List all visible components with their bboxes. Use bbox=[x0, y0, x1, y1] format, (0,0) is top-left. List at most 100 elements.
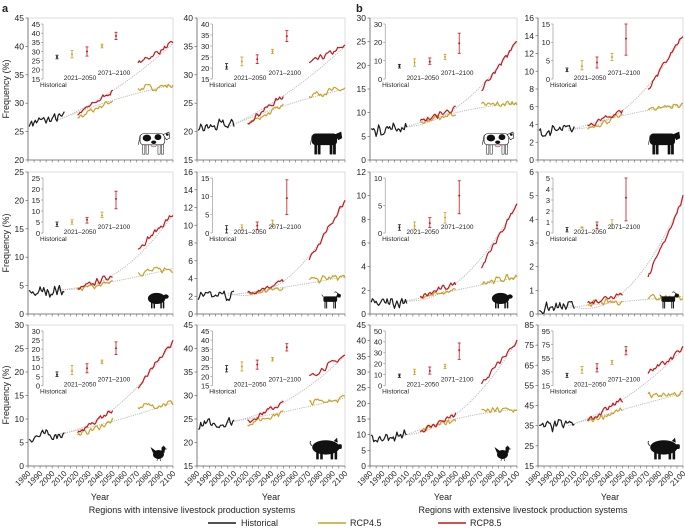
inset-point-rcp85_near bbox=[596, 224, 598, 227]
inset-y-tick-label: 55 bbox=[542, 354, 550, 363]
inset-y-tick-label: 10 bbox=[542, 38, 550, 47]
y-tick-label: 40 bbox=[184, 13, 194, 23]
y-tick-label: 20 bbox=[357, 60, 367, 70]
rcp85-line-2071-2100 bbox=[647, 36, 684, 90]
rcp85-line-2021-2050 bbox=[247, 279, 284, 295]
y-tick-label: 30 bbox=[15, 98, 25, 108]
chicken-icon bbox=[494, 445, 512, 462]
inset-point-rcp85_far bbox=[625, 349, 627, 352]
inset-point-historical bbox=[398, 374, 401, 377]
inset-label-historical: Historical bbox=[40, 389, 67, 396]
y-tick-label: 85 bbox=[525, 320, 535, 330]
inset-label-historical: Historical bbox=[382, 236, 409, 243]
panel-a-goat: 0 2 4 6 8 10 12 14 16 0 5 10 15 Historical2021–205020… bbox=[184, 167, 346, 319]
y-tick-label: 35 bbox=[525, 421, 535, 431]
inset-y-tick-label: 40 bbox=[374, 338, 382, 347]
inset-point-rcp45_far bbox=[101, 360, 103, 363]
panel-a-chicken: 0510152025301980199020002010202020302040… bbox=[13, 320, 177, 488]
y-tick-label: 0 bbox=[361, 461, 366, 471]
inset-point-historical bbox=[56, 56, 58, 58]
inset-y-tick-label: 35 bbox=[542, 368, 550, 377]
y-tick-label: 5 bbox=[361, 445, 366, 455]
inset-point-rcp85_far bbox=[285, 35, 288, 38]
inset-y-tick-label: 10 bbox=[32, 207, 40, 216]
y-tick-label: 16 bbox=[184, 167, 194, 177]
y-tick-label: 8 bbox=[188, 238, 193, 248]
trend-line-rcp85 bbox=[58, 214, 174, 291]
panel-b-pig: 1525354555657585198019902000201020202030… bbox=[523, 320, 685, 488]
inset-y-tick-label: 25 bbox=[32, 174, 40, 183]
plot-frame bbox=[537, 171, 684, 315]
chicken-icon bbox=[150, 445, 168, 462]
y-tick-label: 15 bbox=[184, 155, 194, 165]
rcp45-line-2071-2100 bbox=[308, 274, 346, 284]
rcp45-line-2071-2100 bbox=[137, 83, 174, 92]
inset-point-rcp85_far bbox=[458, 349, 461, 352]
y-tick-label: 5 bbox=[529, 191, 534, 201]
y-tick-label: 6 bbox=[361, 238, 366, 248]
y-tick-label: 65 bbox=[525, 360, 535, 370]
inset-point-rcp45_near bbox=[71, 221, 73, 223]
rcp45-line-2021-2050 bbox=[77, 279, 114, 291]
y-tick-label: 12 bbox=[357, 167, 367, 177]
inset-label-2071-2100: 2071–2100 bbox=[608, 224, 641, 231]
inset-label-2071-2100: 2071–2100 bbox=[608, 377, 641, 384]
y-tick-label: 30 bbox=[15, 320, 25, 330]
y-tick-label: 75 bbox=[525, 340, 535, 350]
inset-label-historical: Historical bbox=[40, 82, 67, 89]
rcp45-line-2071-2100 bbox=[481, 100, 518, 107]
y-tick-label: 0 bbox=[19, 461, 24, 471]
y-tick-label: 14 bbox=[184, 185, 194, 195]
inset-y-tick-label: 1 bbox=[546, 218, 550, 227]
inset-y-tick-label: 45 bbox=[32, 20, 40, 29]
historical-line bbox=[197, 290, 235, 302]
inset-label-2021-2050: 2021–2050 bbox=[64, 75, 97, 82]
inset-y-tick-label: 25 bbox=[32, 56, 40, 65]
inset-point-historical bbox=[566, 68, 568, 71]
inset-y-tick-label: 0 bbox=[378, 75, 382, 84]
goat-icon bbox=[659, 291, 679, 309]
y-tick-label: 2 bbox=[188, 291, 193, 301]
inset-y-tick-label: 15 bbox=[542, 20, 550, 29]
inset-point-rcp45_near bbox=[71, 53, 73, 56]
inset-y-tick-label: 0 bbox=[36, 229, 40, 238]
inset-label-historical: Historical bbox=[209, 389, 236, 396]
y-tick-label: 10 bbox=[184, 220, 194, 230]
panel-b-dairy-cattle: 0 5 10 15 20 25 30 0 10 20 30 Historical2021–205020… bbox=[357, 13, 518, 165]
inset-label-2021-2050: 2021–2050 bbox=[406, 382, 439, 389]
inset-point-rcp45_near bbox=[240, 60, 243, 63]
inset-y-tick-label: 10 bbox=[32, 363, 40, 372]
rcp45-line-2071-2100 bbox=[308, 86, 346, 99]
dairy-cattle-icon bbox=[138, 131, 171, 155]
rcp85-line-2071-2100 bbox=[647, 345, 684, 374]
rcp85-line-2071-2100 bbox=[137, 41, 174, 64]
inset-y-tick-label: 0 bbox=[378, 381, 382, 390]
y-tick-label: 6 bbox=[529, 167, 534, 177]
trend-line-rcp45 bbox=[227, 88, 346, 128]
rcp85-line-2071-2100 bbox=[137, 340, 174, 389]
pig-icon bbox=[647, 437, 680, 460]
y-tick-label: 10 bbox=[357, 430, 367, 440]
inset-label-2021-2050: 2021–2050 bbox=[234, 382, 267, 389]
inset-label-historical: Historical bbox=[550, 236, 577, 243]
inset-y-tick-label: 5 bbox=[36, 372, 40, 381]
inset-y-tick-label: 40 bbox=[32, 29, 40, 38]
y-tick-label: 0 bbox=[361, 155, 366, 165]
sheep-icon bbox=[147, 292, 169, 309]
inset-point-rcp85_near bbox=[86, 50, 88, 53]
inset-point-historical bbox=[398, 65, 401, 68]
inset-label-2021-2050: 2021–2050 bbox=[64, 229, 97, 236]
inset-point-historical bbox=[225, 368, 228, 371]
y-tick-label: 35 bbox=[184, 367, 194, 377]
inset-y-tick-label: 20 bbox=[374, 360, 382, 369]
y-tick-label: 15 bbox=[15, 224, 25, 234]
inset-y-tick-label: 75 bbox=[542, 340, 550, 349]
rcp45-line-2021-2050 bbox=[77, 100, 114, 119]
inset-y-tick-label: 30 bbox=[201, 354, 209, 363]
y-tick-label: 40 bbox=[357, 336, 367, 346]
y-tick-label: 35 bbox=[184, 41, 194, 51]
y-tick-label: 8 bbox=[529, 84, 534, 94]
